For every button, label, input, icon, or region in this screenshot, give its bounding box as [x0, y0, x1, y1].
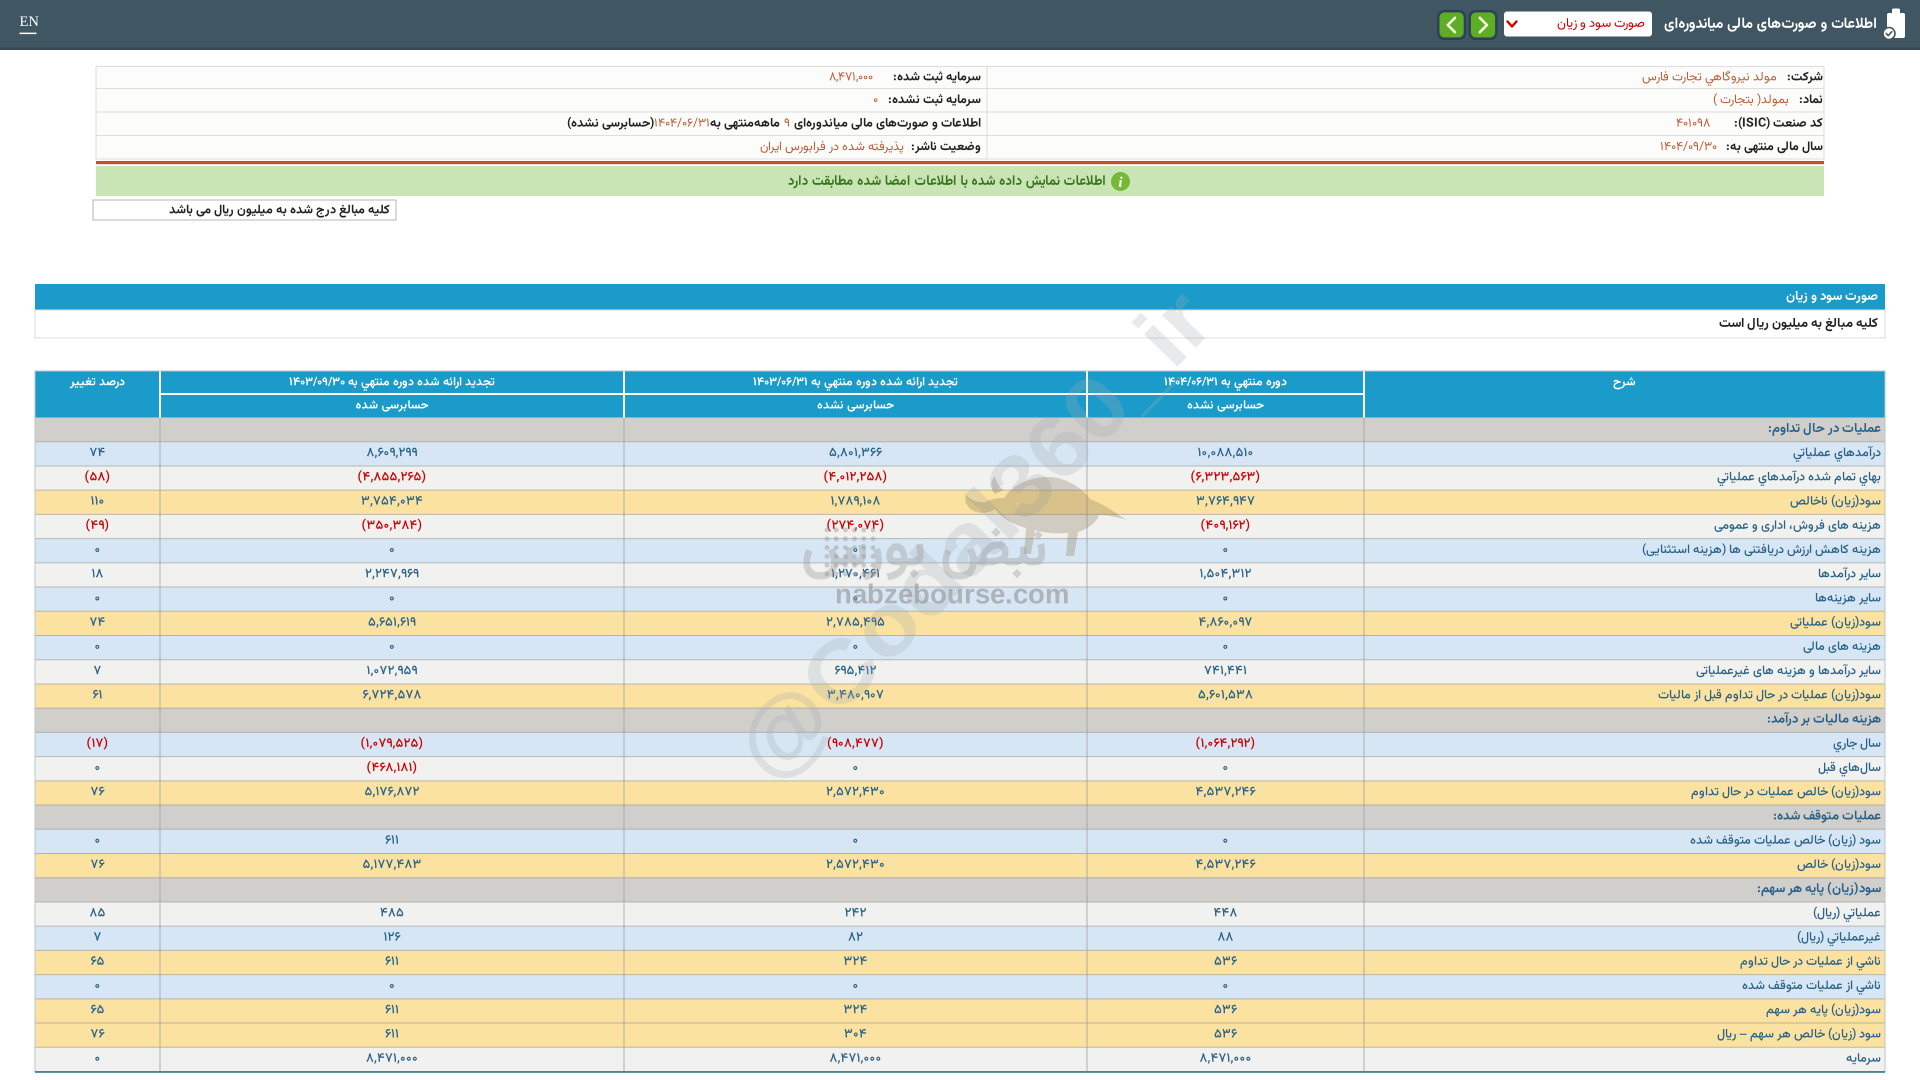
svg-text:EN: EN: [20, 14, 40, 30]
svg-text:i: i: [1118, 175, 1123, 191]
